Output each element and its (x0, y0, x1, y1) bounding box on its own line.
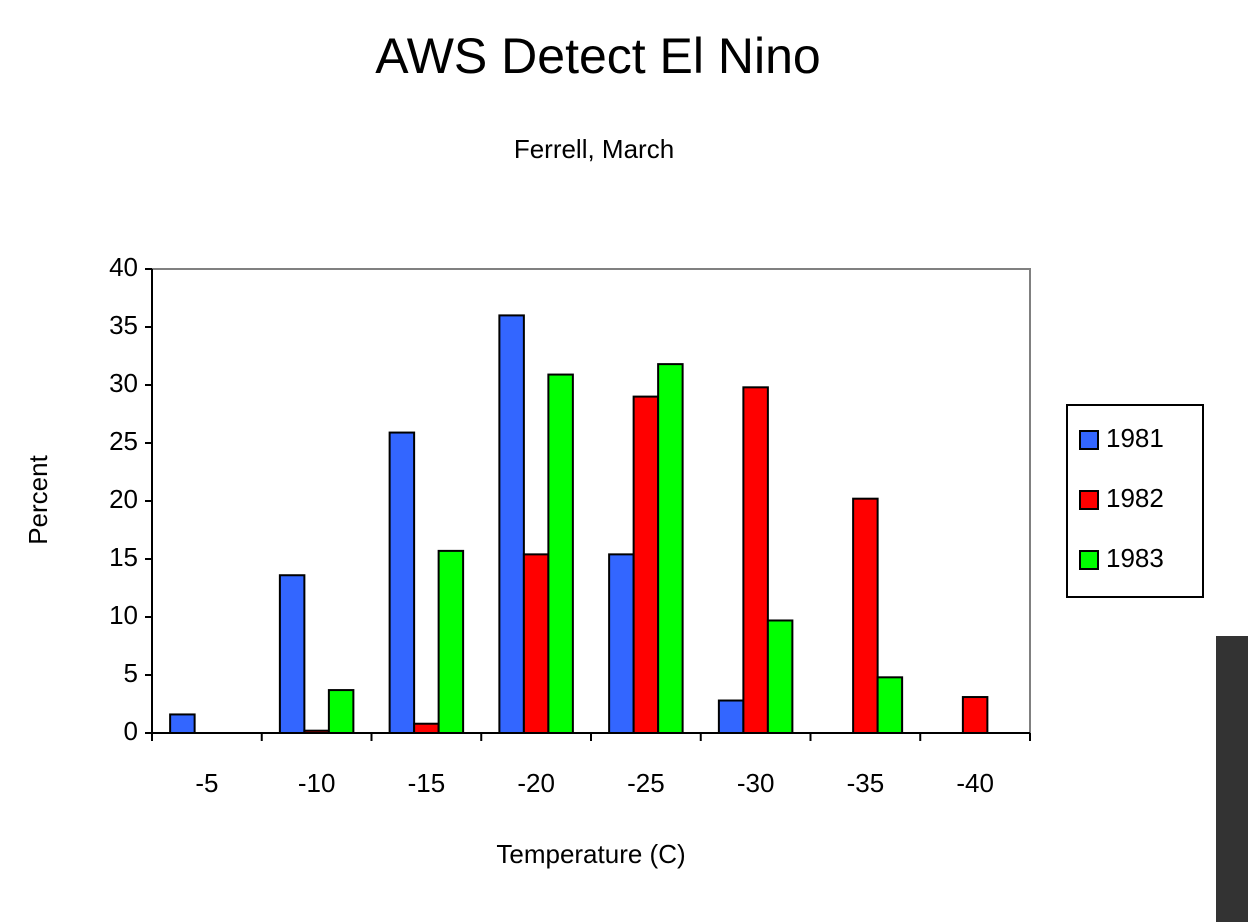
x-tick-label: -15 (408, 768, 446, 798)
bar (304, 731, 329, 733)
legend-label: 1982 (1106, 483, 1164, 513)
bar (853, 499, 878, 733)
legend-label: 1983 (1106, 543, 1164, 573)
bar (280, 575, 305, 733)
legend-swatch (1080, 431, 1098, 449)
chart: AWS Detect El Nino Ferrell, March Temper… (0, 0, 1248, 922)
y-tick-label: 35 (109, 310, 138, 340)
bar (768, 620, 793, 733)
y-tick-label: 40 (109, 252, 138, 282)
bar (329, 690, 354, 733)
legend-label: 1981 (1106, 423, 1164, 453)
legend-swatch (1080, 491, 1098, 509)
bar (170, 714, 195, 733)
x-axis-label: Temperature (C) (496, 839, 685, 869)
y-tick-label: 0 (124, 716, 138, 746)
bar (719, 701, 744, 733)
bar (499, 315, 524, 733)
bar (743, 387, 768, 733)
bar (439, 551, 464, 733)
y-tick-label: 5 (124, 658, 138, 688)
bar (548, 375, 573, 733)
bar (658, 364, 683, 733)
x-tick-label: -35 (847, 768, 885, 798)
chart-subtitle: Ferrell, March (514, 134, 674, 164)
bar (414, 724, 439, 733)
x-tick-label: -5 (195, 768, 218, 798)
bar (878, 677, 903, 733)
bar (963, 697, 988, 733)
bar (524, 554, 549, 733)
side-image (1216, 636, 1248, 922)
bar (390, 433, 415, 733)
y-tick-label: 20 (109, 484, 138, 514)
y-tick-label: 10 (109, 600, 138, 630)
y-tick-label: 15 (109, 542, 138, 572)
chart-title: AWS Detect El Nino (375, 28, 821, 84)
y-tick-label: 25 (109, 426, 138, 456)
x-tick-label: -40 (956, 768, 994, 798)
x-tick-label: -20 (517, 768, 555, 798)
y-tick-label: 30 (109, 368, 138, 398)
bar (634, 397, 659, 733)
x-tick-label: -25 (627, 768, 665, 798)
x-tick-label: -10 (298, 768, 336, 798)
legend-swatch (1080, 551, 1098, 569)
x-tick-label: -30 (737, 768, 775, 798)
bar (609, 554, 634, 733)
y-axis-label: Percent (23, 454, 53, 544)
